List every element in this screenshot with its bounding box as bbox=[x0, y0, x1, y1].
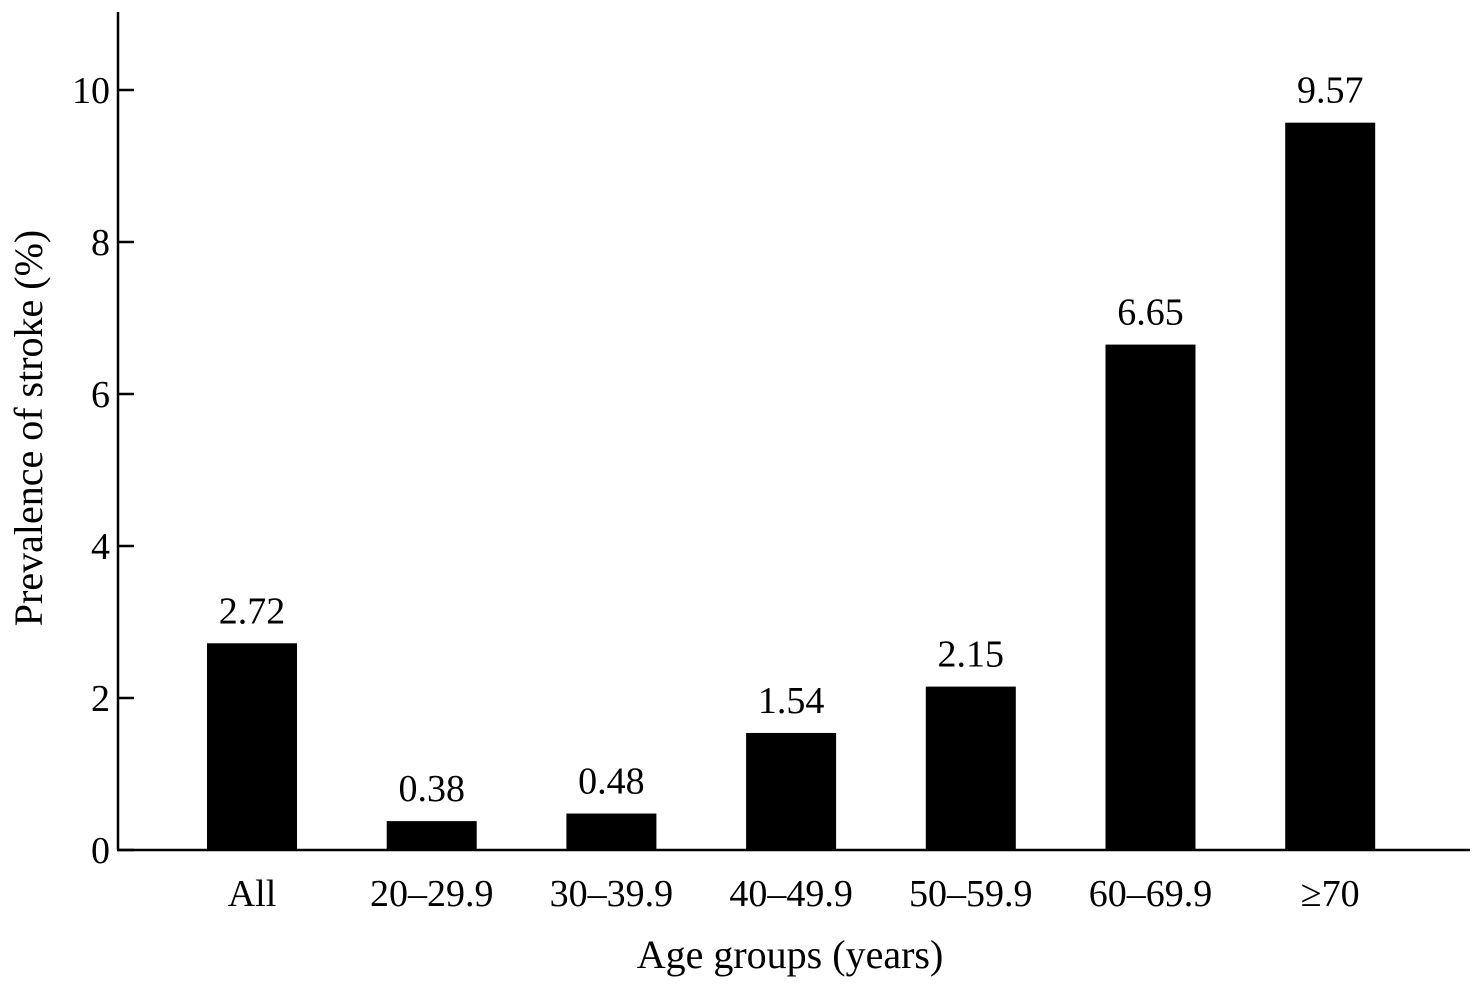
y-tick-label: 4 bbox=[91, 526, 110, 568]
y-tick-label: 6 bbox=[91, 374, 110, 416]
bar-value-label: 0.38 bbox=[398, 768, 465, 810]
x-axis-tick-labels: All 20–29.9 30–39.9 40–49.9 50–59.9 60–69.9 ≥7… bbox=[228, 873, 1360, 915]
y-axis-title: Prevalence of stroke (%) bbox=[6, 230, 51, 626]
bar-value-label: 2.15 bbox=[938, 634, 1005, 676]
y-axis-ticks: 0 2 4 6 8 10 bbox=[72, 70, 134, 872]
bar-value-label: 6.65 bbox=[1117, 292, 1184, 334]
bar bbox=[1285, 122, 1376, 851]
bar bbox=[207, 643, 297, 850]
x-tick-label: ≥70 bbox=[1301, 873, 1360, 915]
y-tick-label: 10 bbox=[72, 70, 110, 112]
value-labels-group: 2.72 0.38 0.48 1.54 2.15 6.65 9.57 bbox=[219, 70, 1364, 810]
x-tick-label: 60–69.9 bbox=[1089, 873, 1213, 915]
bars-group bbox=[207, 122, 1376, 851]
y-tick-label: 0 bbox=[91, 830, 110, 872]
x-tick-label: 20–29.9 bbox=[370, 873, 494, 915]
bar bbox=[746, 732, 837, 850]
x-axis-title: Age groups (years) bbox=[637, 932, 944, 977]
x-tick-label: 40–49.9 bbox=[729, 873, 853, 915]
bar bbox=[1105, 344, 1196, 850]
x-tick-label: 50–59.9 bbox=[909, 873, 1033, 915]
y-tick-label: 8 bbox=[91, 222, 110, 264]
bar bbox=[925, 686, 1016, 850]
bar-value-label: 0.48 bbox=[578, 761, 645, 803]
y-tick-label: 2 bbox=[91, 678, 110, 720]
bar bbox=[386, 821, 477, 850]
bar-value-label: 2.72 bbox=[219, 590, 286, 632]
bar bbox=[566, 813, 657, 850]
x-tick-label: 30–39.9 bbox=[550, 873, 674, 915]
bar-value-label: 9.57 bbox=[1297, 70, 1364, 112]
x-tick-label: All bbox=[228, 873, 277, 915]
bar-value-label: 1.54 bbox=[758, 680, 825, 722]
